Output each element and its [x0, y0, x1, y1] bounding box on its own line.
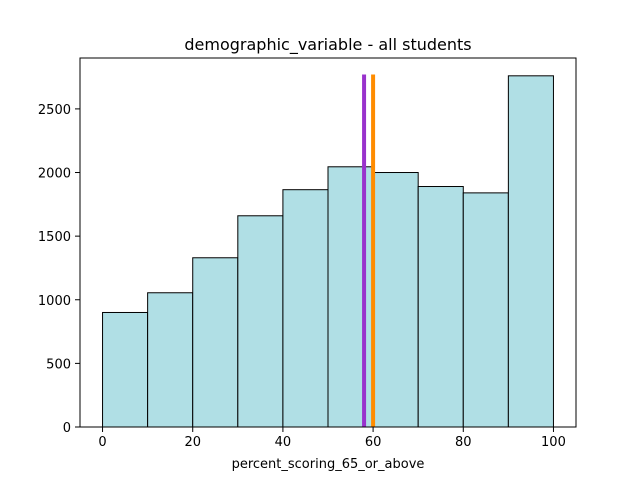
histogram-bar [372, 172, 419, 428]
y-tick-label: 500 [46, 357, 71, 372]
x-tick-label: 20 [184, 435, 201, 450]
x-tick-label: 80 [455, 435, 472, 450]
x-axis-ticks: 0 20 40 60 80 100 [98, 427, 566, 450]
y-tick-label: 0 [63, 421, 71, 436]
x-tick-label: 40 [275, 435, 292, 450]
histogram-bar [462, 192, 509, 428]
y-axis-ticks: 0 500 1000 1500 2000 2500 [38, 103, 80, 436]
histogram-bar [507, 75, 554, 428]
histogram-bar [237, 215, 284, 428]
histogram-bar [147, 292, 194, 428]
x-tick-label: 0 [98, 435, 106, 450]
histogram-bar [102, 311, 149, 428]
x-axis-label: percent_scoring_65_or_above [232, 457, 425, 472]
x-tick-label: 100 [541, 435, 566, 450]
x-tick-label: 60 [365, 435, 382, 450]
y-tick-label: 1500 [38, 230, 71, 245]
y-tick-label: 2500 [38, 103, 71, 118]
histogram-bar [327, 166, 374, 428]
plot-frame [79, 57, 577, 428]
chart-title: demographic_variable - all students [184, 35, 471, 55]
histogram-bar [417, 186, 464, 428]
histogram-bar [192, 257, 239, 428]
y-tick-label: 2000 [38, 167, 71, 182]
y-tick-label: 1000 [38, 294, 71, 309]
histogram-bar [282, 189, 329, 428]
reference-lines-group [362, 74, 376, 427]
bars-group [102, 75, 554, 428]
